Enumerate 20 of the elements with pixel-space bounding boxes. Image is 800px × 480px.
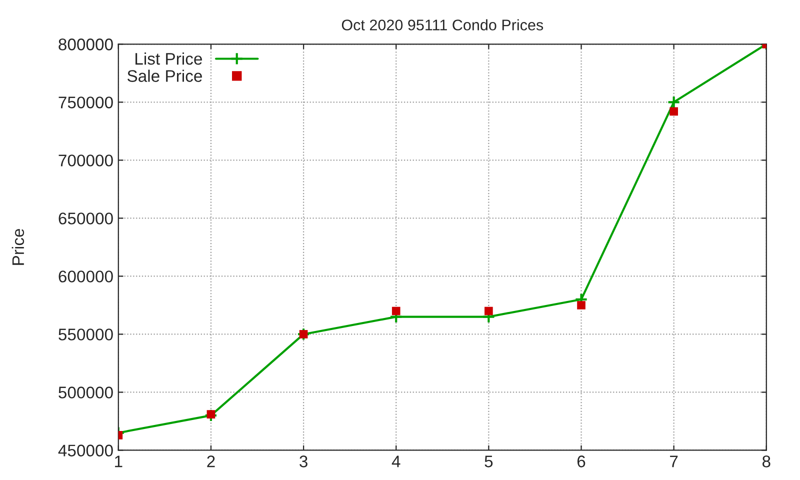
y-tick-label: 800000	[58, 38, 113, 50]
x-tick-label: 5	[484, 456, 493, 468]
legend-label: List Price	[136, 52, 202, 65]
x-tick-label: 2	[207, 456, 215, 468]
x-tick-label: 7	[670, 456, 678, 468]
x-tick-label: 4	[392, 456, 400, 468]
y-tick-label: 600000	[58, 270, 113, 282]
x-tick-label: 8	[762, 456, 770, 468]
x-tick-label: 1	[115, 456, 122, 468]
x-tick-label: 6	[577, 456, 586, 468]
y-tick-label: 500000	[58, 386, 113, 398]
y-tick-label: 450000	[58, 444, 113, 456]
x-tick-label: 3	[300, 456, 308, 468]
y-tick-label: 700000	[58, 154, 113, 166]
y-tick-label: 750000	[58, 96, 113, 108]
y-tick-label: 650000	[58, 212, 113, 224]
y-axis-title: Price	[12, 228, 24, 265]
y-tick-label: 550000	[58, 328, 113, 340]
legend-label: Sale Price	[127, 70, 202, 82]
chart-title: Oct 2020 95111 Condo Prices	[342, 19, 544, 30]
